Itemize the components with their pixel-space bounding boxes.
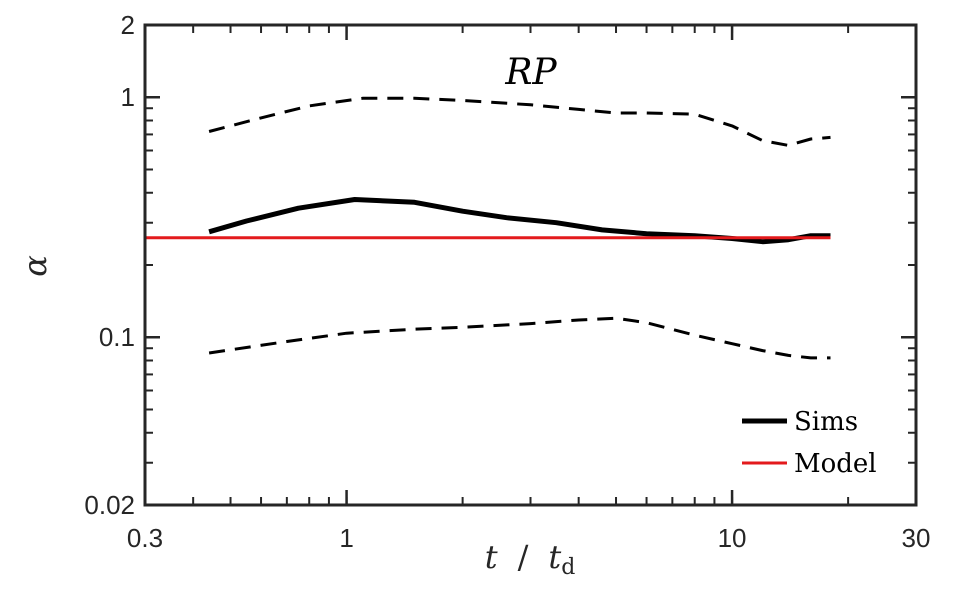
x-axis-label: t / td xyxy=(485,538,576,580)
x-tick-label: 0.3 xyxy=(127,523,163,553)
legend: Sims Model xyxy=(742,407,877,479)
x-tick-label: 30 xyxy=(902,523,931,553)
tick-labels: 0.3 1 10 30 0.02 0.1 1 2 xyxy=(84,10,930,553)
series-sims xyxy=(208,197,831,245)
x-label-subscript: d xyxy=(561,555,575,580)
x-tick-label: 1 xyxy=(339,523,353,553)
series-lower-bound xyxy=(208,316,831,360)
x-tick-label: 10 xyxy=(718,523,747,553)
x-label-td: t xyxy=(548,538,561,576)
series-upper-bound xyxy=(208,96,831,147)
chart-title: RP xyxy=(504,52,557,93)
y-tick-label: 0.1 xyxy=(99,322,135,352)
y-tick-label: 1 xyxy=(121,82,135,112)
y-axis-label: α xyxy=(16,255,54,277)
plot-frame xyxy=(143,23,918,507)
plot-area xyxy=(145,96,831,360)
x-label-t: t xyxy=(485,538,498,576)
y-tick-label: 0.02 xyxy=(84,490,135,520)
legend-label-model: Model xyxy=(794,449,877,479)
legend-label-sims: Sims xyxy=(794,407,858,437)
x-label-slash: / xyxy=(518,538,529,576)
y-tick-label: 2 xyxy=(121,10,135,40)
